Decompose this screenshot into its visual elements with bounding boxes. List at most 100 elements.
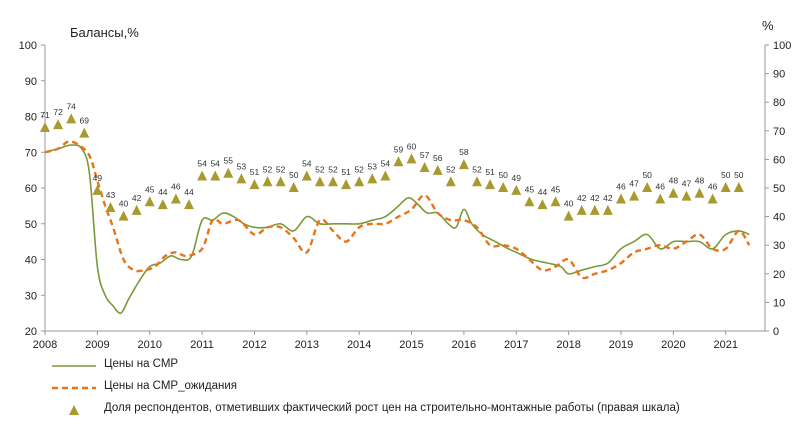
triangle-marker xyxy=(79,127,90,138)
x-tick-label: 2018 xyxy=(556,339,580,351)
marker-data-label: 42 xyxy=(577,193,587,203)
marker-data-label: 52 xyxy=(328,164,338,174)
y2-axis-title: % xyxy=(762,18,774,33)
y2-tick-label: 80 xyxy=(773,97,785,109)
marker-data-label: 44 xyxy=(158,187,168,197)
marker-data-label: 43 xyxy=(106,190,116,200)
triangle-marker xyxy=(498,182,509,192)
triangle-marker xyxy=(511,184,522,195)
marker-data-label: 59 xyxy=(394,144,404,154)
series-lines xyxy=(44,140,751,315)
marker-data-label: 50 xyxy=(498,170,508,180)
marker-data-label: 74 xyxy=(66,101,76,111)
triangle-marker xyxy=(341,179,352,190)
marker-data-label: 54 xyxy=(381,159,391,169)
marker-data-label: 45 xyxy=(525,184,535,194)
marker-data-label: 58 xyxy=(459,147,469,157)
triangle-marker xyxy=(66,113,77,124)
triangle-marker xyxy=(563,210,574,221)
marker-data-label: 71 xyxy=(40,110,50,120)
triangle-marker xyxy=(537,199,548,210)
marker-data-label: 40 xyxy=(564,199,574,209)
marker-data-label: 50 xyxy=(642,170,652,180)
x-tick-label: 2016 xyxy=(452,339,476,351)
marker-data-label: 46 xyxy=(616,181,626,191)
y-tick-label: 90 xyxy=(25,76,37,88)
x-tick-label: 2012 xyxy=(242,339,266,351)
marker-data-label: 56 xyxy=(433,153,443,163)
marker-data-label: 55 xyxy=(224,156,234,166)
triangle-marker xyxy=(393,156,404,167)
x-tick-label: 2017 xyxy=(504,339,528,351)
y2-tick-label: 20 xyxy=(773,269,785,281)
marker-data-label: 54 xyxy=(302,159,312,169)
marker-data-label: 54 xyxy=(210,159,220,169)
triangle-marker xyxy=(681,190,692,201)
triangle-marker xyxy=(694,187,705,198)
y-tick-label: 70 xyxy=(25,147,37,159)
triangle-marker xyxy=(589,204,600,215)
triangle-marker xyxy=(144,196,155,207)
triangle-marker xyxy=(223,167,234,178)
y2-tick-label: 0 xyxy=(773,326,779,338)
y2-tick-label: 30 xyxy=(773,240,785,252)
triangle-marker xyxy=(40,121,50,132)
triangle-marker xyxy=(157,199,168,210)
triangle-marker xyxy=(275,176,286,187)
triangle-marker xyxy=(288,182,299,192)
marker-data-label: 49 xyxy=(512,173,522,183)
x-tick-label: 2011 xyxy=(190,339,214,351)
triangle-marker xyxy=(184,199,194,210)
triangle-marker xyxy=(105,202,116,213)
marker-data-label: 48 xyxy=(669,176,679,186)
marker-data-label: 52 xyxy=(276,164,286,174)
triangle-marker xyxy=(707,193,718,204)
triangle-marker xyxy=(485,179,496,190)
legend-swatch-marker xyxy=(69,405,79,415)
triangle-marker xyxy=(301,170,312,181)
marker-data-label: 44 xyxy=(184,187,194,197)
x-tick-label: 2010 xyxy=(137,339,161,351)
triangle-marker xyxy=(197,170,208,181)
legend-label-marker: Доля респондентов, отметивших фактически… xyxy=(104,402,680,414)
chart-svg: 20 30 40 50 60 70 80 90 100 0 10 20 30 40 50 60 70 80 90 10… xyxy=(19,18,792,351)
marker-data-label: 49 xyxy=(93,173,103,183)
y2-tick-label: 60 xyxy=(773,154,785,166)
marker-data-label: 40 xyxy=(119,199,129,209)
marker-data-label: 42 xyxy=(603,193,613,203)
marker-data-label: 51 xyxy=(341,167,351,177)
y-tick-label: 100 xyxy=(19,40,37,52)
triangle-marker xyxy=(92,184,103,195)
marker-data-label: 46 xyxy=(171,181,181,191)
marker-data-label: 48 xyxy=(695,176,705,186)
marker-data-label: 54 xyxy=(197,159,207,169)
x-tick-label: 2019 xyxy=(609,339,633,351)
legend-swatch-solid xyxy=(52,365,96,367)
x-tick-label: 2021 xyxy=(713,339,737,351)
triangle-marker xyxy=(458,159,469,170)
triangle-marker xyxy=(432,164,443,175)
marker-data-label: 53 xyxy=(237,161,247,171)
y2-tick-label: 50 xyxy=(773,183,785,195)
x-tick-label: 2013 xyxy=(295,339,319,351)
marker-data-label: 42 xyxy=(132,193,142,203)
triangle-marker xyxy=(733,182,744,192)
marker-data-label: 51 xyxy=(485,167,495,177)
x-tick-label: 2009 xyxy=(85,339,109,351)
y-tick-label: 60 xyxy=(25,183,37,195)
triangle-marker xyxy=(720,182,731,192)
triangle-marker xyxy=(328,176,338,187)
marker-data-label: 52 xyxy=(263,164,273,174)
triangle-marker xyxy=(602,204,613,215)
marker-data-label: 50 xyxy=(734,170,744,180)
x-tick-label: 2020 xyxy=(661,339,685,351)
y2-tick-label: 90 xyxy=(773,69,785,81)
triangle-marker xyxy=(53,119,64,130)
triangle-marker xyxy=(445,176,456,187)
x-tick-label: 2014 xyxy=(347,339,371,351)
triangle-marker xyxy=(616,193,626,204)
triangle-marker xyxy=(576,204,587,215)
y-axis-title: Балансы,% xyxy=(70,25,139,40)
triangle-marker xyxy=(367,173,378,184)
